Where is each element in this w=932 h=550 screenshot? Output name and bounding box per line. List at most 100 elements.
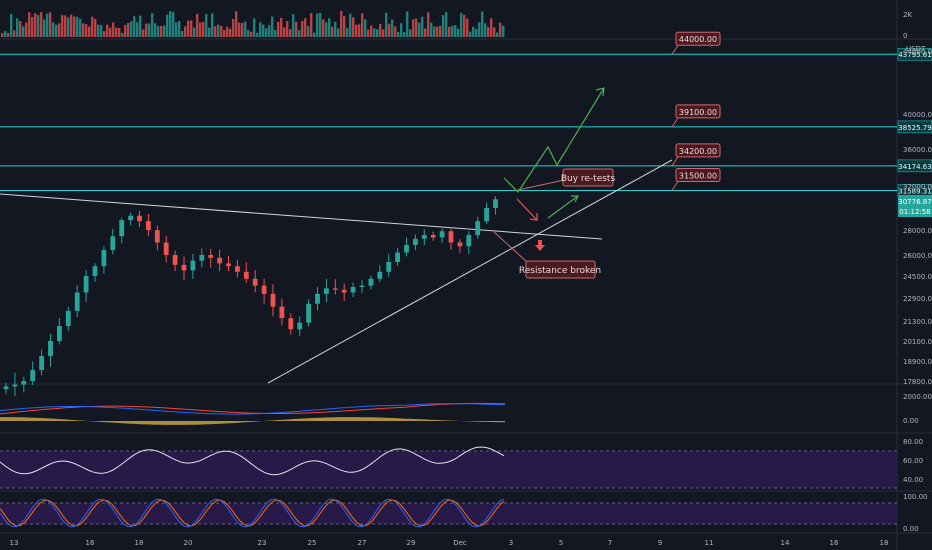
candle-body [466,235,472,247]
volume-bar [55,24,58,37]
level-price-tag [897,120,932,134]
time-tick: 25 [308,539,317,547]
price-tick: 44000.00 [903,48,932,56]
price-axis[interactable]: 44000.00 40000.00 36000.00 32000.00 28000.00… [903,48,932,386]
pullback-arrow[interactable] [516,198,538,221]
volume-bar [466,18,469,37]
projection-short-path[interactable] [547,195,579,219]
volume-bar [298,30,301,37]
volume-bar [199,22,202,37]
macd-histogram [0,417,505,425]
volume-bar [361,13,364,37]
descending-resistance-line[interactable] [0,193,603,240]
volume-tick: 0 [903,32,907,40]
candle-body [421,235,427,239]
volume-bar [244,21,247,37]
projection-main-path[interactable] [503,87,605,193]
horizontal-levels[interactable]: 43795.6144000.0038525.7939100.0034174.63… [0,31,932,197]
projection-main-arrowhead [595,87,605,97]
volume-bar [31,17,34,37]
volume-bar [58,23,61,37]
volume-bar [397,32,400,37]
candle-body [101,250,107,267]
candle-body [413,238,418,245]
volume-bar [400,23,403,37]
time-axis[interactable]: 13 16 18 20 23 25 27 29 Dec 3 5 7 9 11 14 16 18 [10,539,889,547]
volume-bar [334,21,337,37]
candle-body [332,288,338,290]
candle-body [12,384,18,387]
volume-bar [352,17,355,37]
target-callout [675,104,721,119]
candle-body [39,356,44,371]
current-price-tag[interactable]: 30776.87 01:12:58 [898,195,932,217]
volume-bar [304,18,307,37]
volume-bar [454,25,457,37]
volume-bar [76,16,79,37]
volume-bar [133,16,136,37]
target-callout [675,143,721,158]
candle-body [475,221,481,235]
volume-bar [94,18,97,37]
volume-bar [142,29,145,37]
rsi-band [0,451,897,488]
volume-bar [169,11,172,37]
resistance-label: Resistance broken [519,266,601,276]
volume-bar [469,31,472,37]
buy-retest-pointer [517,179,565,191]
candle-body [92,266,98,276]
volume-bar [403,32,406,37]
volume-bar [277,21,280,37]
volume-bar [439,25,442,37]
target-pointer [671,156,679,167]
volume-bar [37,15,40,38]
volume-bar [22,26,25,37]
volume-bar [232,18,235,37]
volume-axis: 2K 0 [903,11,912,40]
volume-bar [253,18,256,37]
buy-retest-callout[interactable]: Buy re-tests [517,168,616,191]
volume-bar [88,26,91,37]
volume-bar [214,26,217,37]
price-tick: 28000.00 [903,227,932,235]
time-tick: 13 [10,539,19,547]
ascending-support-line[interactable] [267,159,673,384]
candle-body [484,208,489,222]
volume-bar [370,25,373,37]
volume-bar [337,28,340,37]
volume-bar [91,16,94,37]
candle-body [324,288,329,294]
time-tick: 7 [608,539,612,547]
candle-body [243,271,249,279]
volume-bar [481,11,484,37]
candle-body [172,255,178,265]
volume-bar [460,13,463,38]
volume-bar [256,32,259,37]
volume-bar [46,13,49,37]
time-tick: 16 [86,539,95,547]
volume-bar [178,21,181,37]
level-price-label: 43795.61 [898,51,931,59]
candle-body [270,293,276,307]
volume-tick: 2K [903,11,912,19]
candle-body [217,257,222,264]
candle-body [430,235,436,238]
volume-bar [424,28,427,37]
resistance-pointer [493,231,528,263]
volume-bar [49,12,52,37]
buy-retest-label: Buy re-tests [561,174,616,184]
volume-bar [139,15,142,37]
volume-bar [202,21,205,37]
candle-body [110,236,116,250]
volume-bar [151,13,154,38]
volume-bar [487,27,490,37]
level-price-label: 38525.79 [898,124,931,132]
volume-bar [382,29,385,37]
resistance-callout[interactable]: Resistance broken [493,231,601,279]
candle-body [288,318,294,330]
volume-bar [379,23,382,37]
macd-tick: 2000.00 [903,393,932,401]
target-label: 39100.00 [679,108,717,117]
